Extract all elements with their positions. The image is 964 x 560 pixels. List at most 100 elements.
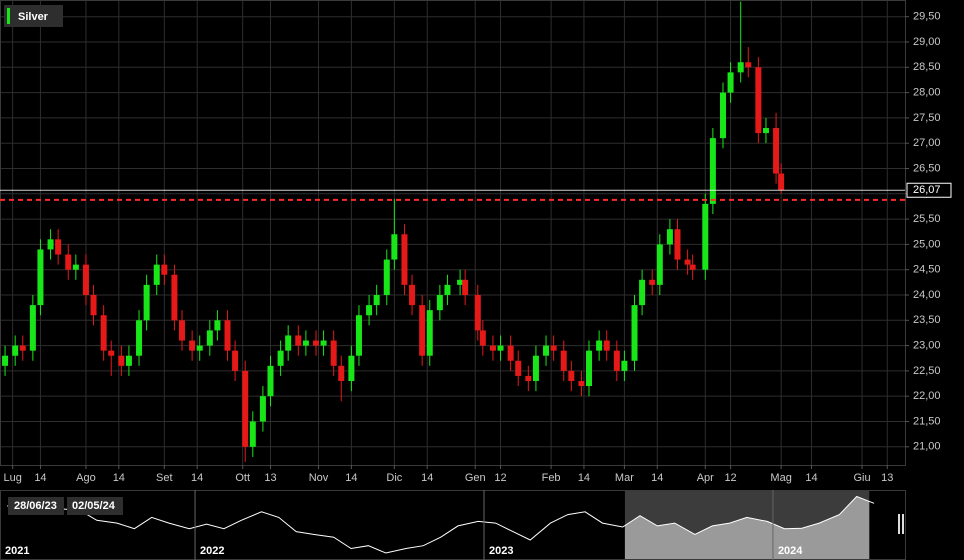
y-tick-label: 22,00 bbox=[913, 390, 941, 402]
candle-body bbox=[214, 320, 221, 331]
y-tick-label: 26,50 bbox=[913, 162, 941, 174]
candle-body bbox=[778, 173, 785, 191]
y-tick-label: 28,50 bbox=[913, 61, 941, 73]
candle-body bbox=[666, 229, 673, 245]
price-label: 26,07 bbox=[913, 184, 941, 196]
candle-body bbox=[489, 345, 496, 351]
y-tick-label: 22,50 bbox=[913, 365, 941, 377]
x-tick-label: 14 bbox=[113, 472, 125, 484]
from-date: 28/06/23 bbox=[14, 500, 57, 512]
price-label-box bbox=[906, 182, 952, 198]
y-tick-label: 23,00 bbox=[913, 339, 941, 351]
candle-body bbox=[179, 320, 186, 341]
year-label: 2024 bbox=[778, 545, 803, 557]
candle-body bbox=[285, 335, 292, 351]
selection-handle[interactable] bbox=[898, 514, 900, 534]
candle-body bbox=[674, 229, 681, 260]
x-tick-label: Lug bbox=[3, 472, 21, 484]
candle-body bbox=[153, 264, 160, 285]
candle-body bbox=[373, 294, 380, 306]
candle-body bbox=[232, 350, 239, 371]
candle-body bbox=[189, 340, 196, 351]
x-tick-label: Giu bbox=[853, 472, 870, 484]
candle-body bbox=[474, 294, 481, 331]
candle-body bbox=[2, 355, 9, 366]
candle-body bbox=[65, 254, 72, 270]
year-label: 2023 bbox=[489, 545, 513, 557]
x-tick-label: 14 bbox=[191, 472, 203, 484]
candle-body bbox=[515, 360, 522, 376]
candle-body bbox=[550, 345, 557, 351]
candle-body bbox=[136, 320, 143, 356]
y-tick-label: 23,50 bbox=[913, 314, 941, 326]
candle-body bbox=[727, 72, 734, 93]
legend-box bbox=[4, 5, 63, 27]
y-tick-label: 29,50 bbox=[913, 11, 941, 23]
candle-body bbox=[631, 305, 638, 361]
candle-body bbox=[709, 138, 716, 204]
x-tick-label: 14 bbox=[345, 472, 357, 484]
candle-body bbox=[426, 310, 433, 356]
x-tick-label: Nov bbox=[309, 472, 329, 484]
candle-body bbox=[338, 365, 345, 382]
candle-body bbox=[267, 365, 274, 397]
candle-body bbox=[656, 244, 663, 285]
candle-body bbox=[196, 345, 203, 351]
candle-body bbox=[72, 264, 79, 270]
candle-body bbox=[649, 279, 656, 285]
x-tick-label: 12 bbox=[724, 472, 736, 484]
candle-body bbox=[621, 360, 628, 371]
candle-body bbox=[603, 340, 610, 351]
candle-body bbox=[330, 340, 337, 366]
year-label: 2022 bbox=[200, 545, 224, 557]
y-tick-label: 24,00 bbox=[913, 289, 941, 301]
candle-body bbox=[532, 355, 539, 382]
candle-body bbox=[401, 234, 408, 285]
candle-body bbox=[55, 239, 62, 255]
candle-body bbox=[543, 345, 550, 356]
y-tick-label: 28,00 bbox=[913, 87, 941, 99]
candle-body bbox=[479, 330, 486, 346]
plot-frame bbox=[0, 0, 906, 466]
candle-body bbox=[90, 294, 97, 316]
x-tick-label: 14 bbox=[578, 472, 590, 484]
y-tick-label: 25,00 bbox=[913, 238, 941, 250]
x-tick-label: 14 bbox=[651, 472, 663, 484]
legend-swatch bbox=[7, 8, 10, 24]
x-tick-label: Dic bbox=[386, 472, 402, 484]
candle-body bbox=[312, 340, 319, 346]
from-date-box bbox=[8, 497, 64, 515]
candle-body bbox=[161, 264, 168, 275]
candle-body bbox=[143, 284, 150, 321]
candle-body bbox=[755, 67, 762, 134]
candle-body bbox=[737, 62, 744, 73]
candle-body bbox=[37, 249, 44, 306]
x-tick-label: Set bbox=[156, 472, 173, 484]
candle-body bbox=[409, 284, 416, 306]
candle-body bbox=[568, 370, 575, 382]
candle-body bbox=[613, 350, 620, 371]
candle-body bbox=[206, 330, 213, 346]
candle-body bbox=[355, 315, 362, 356]
candle-body bbox=[391, 234, 398, 260]
y-tick-label: 27,50 bbox=[913, 112, 941, 124]
candles bbox=[0, 1, 905, 462]
candle-body bbox=[348, 355, 355, 382]
y-tick-label: 21,50 bbox=[913, 415, 941, 427]
candle-body bbox=[29, 305, 36, 351]
candle-body bbox=[249, 421, 256, 447]
candle-body bbox=[436, 294, 443, 311]
candle-body bbox=[457, 279, 464, 285]
x-tick-label: 14 bbox=[34, 472, 46, 484]
candle-body bbox=[366, 305, 373, 316]
selection-handle[interactable] bbox=[902, 514, 904, 534]
y-tick-label: 25,50 bbox=[913, 213, 941, 225]
candle-body bbox=[295, 335, 302, 346]
candle-body bbox=[242, 370, 249, 447]
grid bbox=[0, 0, 905, 465]
candle-body bbox=[745, 62, 752, 68]
x-tick-label: Ago bbox=[76, 472, 96, 484]
candle-body bbox=[578, 381, 585, 387]
candle-body bbox=[507, 345, 514, 361]
